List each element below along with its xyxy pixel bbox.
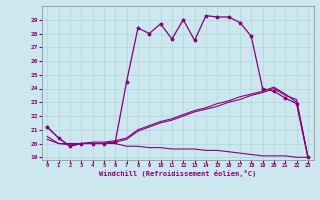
X-axis label: Windchill (Refroidissement éolien,°C): Windchill (Refroidissement éolien,°C)	[99, 170, 256, 177]
